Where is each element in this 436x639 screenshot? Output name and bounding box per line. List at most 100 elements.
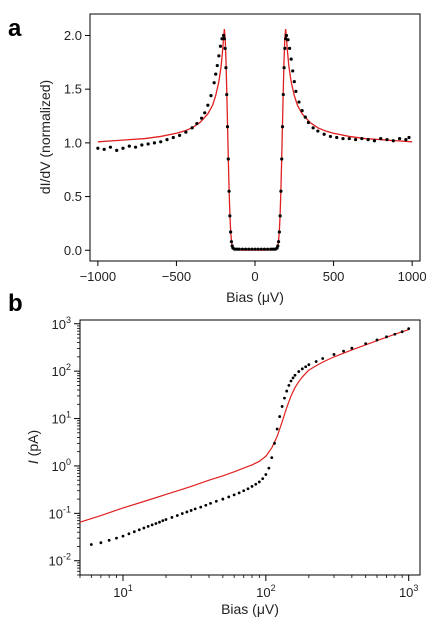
panel-a-data-point xyxy=(203,111,207,115)
panel-b-data-point xyxy=(204,503,208,507)
panel-b-data-point xyxy=(175,514,179,517)
panel-a-data-point xyxy=(171,135,175,140)
panel-a-data-point xyxy=(220,37,224,41)
panel-b-data-point xyxy=(214,499,218,503)
panel-a-data-point xyxy=(303,115,307,119)
panel-a-data-point xyxy=(322,132,326,136)
panel-a-x-tick-label: 500 xyxy=(323,269,345,284)
panel-b-data-point xyxy=(400,330,404,334)
panel-a-data-point xyxy=(133,145,138,149)
panel-b-x-tick-label-base: 10 xyxy=(256,585,270,600)
panel-a-data-point xyxy=(199,116,204,120)
panel-b-data-point xyxy=(99,541,103,545)
panel-b-y-tick-label-exponent: 1 xyxy=(66,410,71,420)
panel-a-data-point xyxy=(282,66,286,70)
panel-a-data-point xyxy=(127,144,131,148)
panel-b-y-axis-label-unit: (pA) xyxy=(25,430,41,460)
panel-b-fit-line xyxy=(79,329,409,523)
panel-b-y-tick-label-exponent: 0 xyxy=(66,457,71,467)
panel-b-data-point xyxy=(332,353,336,356)
panel-a-data-point xyxy=(253,247,257,251)
panel-a-x-ticks: −1000 −500 0 500 1000 xyxy=(80,261,427,284)
panel-b-data-point xyxy=(285,389,289,393)
panel-b-y-tick-label-exponent: 3 xyxy=(66,315,71,325)
panel-b-data-point xyxy=(164,518,168,521)
panel-a-data-point xyxy=(294,89,298,93)
panel-b-y-tick-label: 100 xyxy=(52,457,71,474)
panel-b-x-axis-label: Bias (μV) xyxy=(221,601,279,617)
panel-a-data-point xyxy=(283,46,287,50)
panel-a-data-point xyxy=(372,139,377,143)
panel-a-data-point xyxy=(102,147,106,151)
panel-b-x-tick-label-exponent: 1 xyxy=(128,583,133,593)
panel-b-data-point xyxy=(237,491,241,495)
panel-a-data-point xyxy=(237,247,241,251)
panel-a-data-point xyxy=(177,133,182,137)
panel-a-data-point xyxy=(225,125,230,129)
panel-b-data-point xyxy=(307,363,311,367)
panel-b-data-point xyxy=(232,493,236,497)
panel-a-data-point xyxy=(407,135,411,140)
panel-b-data-point xyxy=(275,427,279,431)
panel-a-y-tick-label: 0.5 xyxy=(64,189,82,204)
panel-b-y-axis-label: I (pA) xyxy=(25,430,41,464)
panel-b-data-point xyxy=(364,342,368,346)
panel-b-data-point xyxy=(89,543,93,546)
panel-a-label: a xyxy=(8,15,22,42)
panel-a-data-point xyxy=(140,143,144,147)
panel-b-data-point xyxy=(297,370,301,373)
panel-a-y-axis-label: dI/dV (normalized) xyxy=(37,80,53,194)
panel-a-data-point xyxy=(225,92,229,97)
panel-a-black-data xyxy=(96,33,411,251)
panel-a-fit-line xyxy=(97,28,413,251)
panel-a-data-point xyxy=(121,146,125,150)
panel-b-data-point xyxy=(246,487,250,491)
panel-a-data-point xyxy=(228,214,232,218)
panel-a-data-point xyxy=(286,38,290,42)
panel-a-data-point xyxy=(159,140,163,144)
panel-a-data-point xyxy=(152,141,157,145)
panel-b-data-point xyxy=(287,384,291,387)
panel-b-data-point xyxy=(293,373,297,377)
panel-b-data-point xyxy=(209,502,212,505)
panel-a-data-point xyxy=(217,54,221,58)
panel-b-data-point xyxy=(385,335,388,339)
panel-a-data-point xyxy=(243,247,248,251)
panel-b-data-point xyxy=(250,485,254,488)
panel-b-data-point xyxy=(270,456,274,459)
panel-a-y-tick-label: 0.0 xyxy=(64,243,82,258)
panel-b-x-tick-label-exponent: 3 xyxy=(413,583,418,593)
panel-a-data-point xyxy=(184,130,188,134)
panel-b-data-point xyxy=(407,327,411,331)
panel-a-data-point xyxy=(206,103,210,107)
panel-a-data-point xyxy=(276,244,280,248)
panel-a-data-point xyxy=(404,138,408,142)
panel-a-x-tick-label: −1000 xyxy=(80,269,117,284)
panel-b-y-tick-label-exponent: -2 xyxy=(63,552,71,562)
panel-b-data-point xyxy=(154,522,158,525)
panel-b-data-point xyxy=(185,510,189,514)
panel-a-y-ticks: 0.0 0.5 1.0 1.5 2.0 xyxy=(64,28,90,258)
panel-b-data-point xyxy=(375,338,379,342)
panel-a-data-point xyxy=(96,146,100,150)
panel-b-data-point xyxy=(115,536,118,540)
panel-a-data-point xyxy=(311,126,315,130)
panel-b-data-point xyxy=(170,516,174,519)
panel-a-data-point xyxy=(165,138,169,142)
panel-a-data-point xyxy=(227,189,231,193)
panel-b-data-point xyxy=(132,530,136,534)
panel-a-data-point xyxy=(209,94,213,98)
panel-a-x-tick-label: 1000 xyxy=(398,269,427,284)
panel-a-data-point xyxy=(226,157,230,161)
panel-a-data-point xyxy=(214,72,218,76)
panel-b-data-point xyxy=(193,507,197,511)
panel-b-y-tick-label: 101 xyxy=(52,410,71,427)
panel-b-data-point xyxy=(254,482,258,486)
panel-a-data-point xyxy=(347,136,351,141)
panel-a-data-point xyxy=(262,247,267,251)
panel-a-data-point xyxy=(221,33,226,38)
panel-a-data-point xyxy=(297,100,301,104)
panel-b-data-point xyxy=(393,332,397,336)
